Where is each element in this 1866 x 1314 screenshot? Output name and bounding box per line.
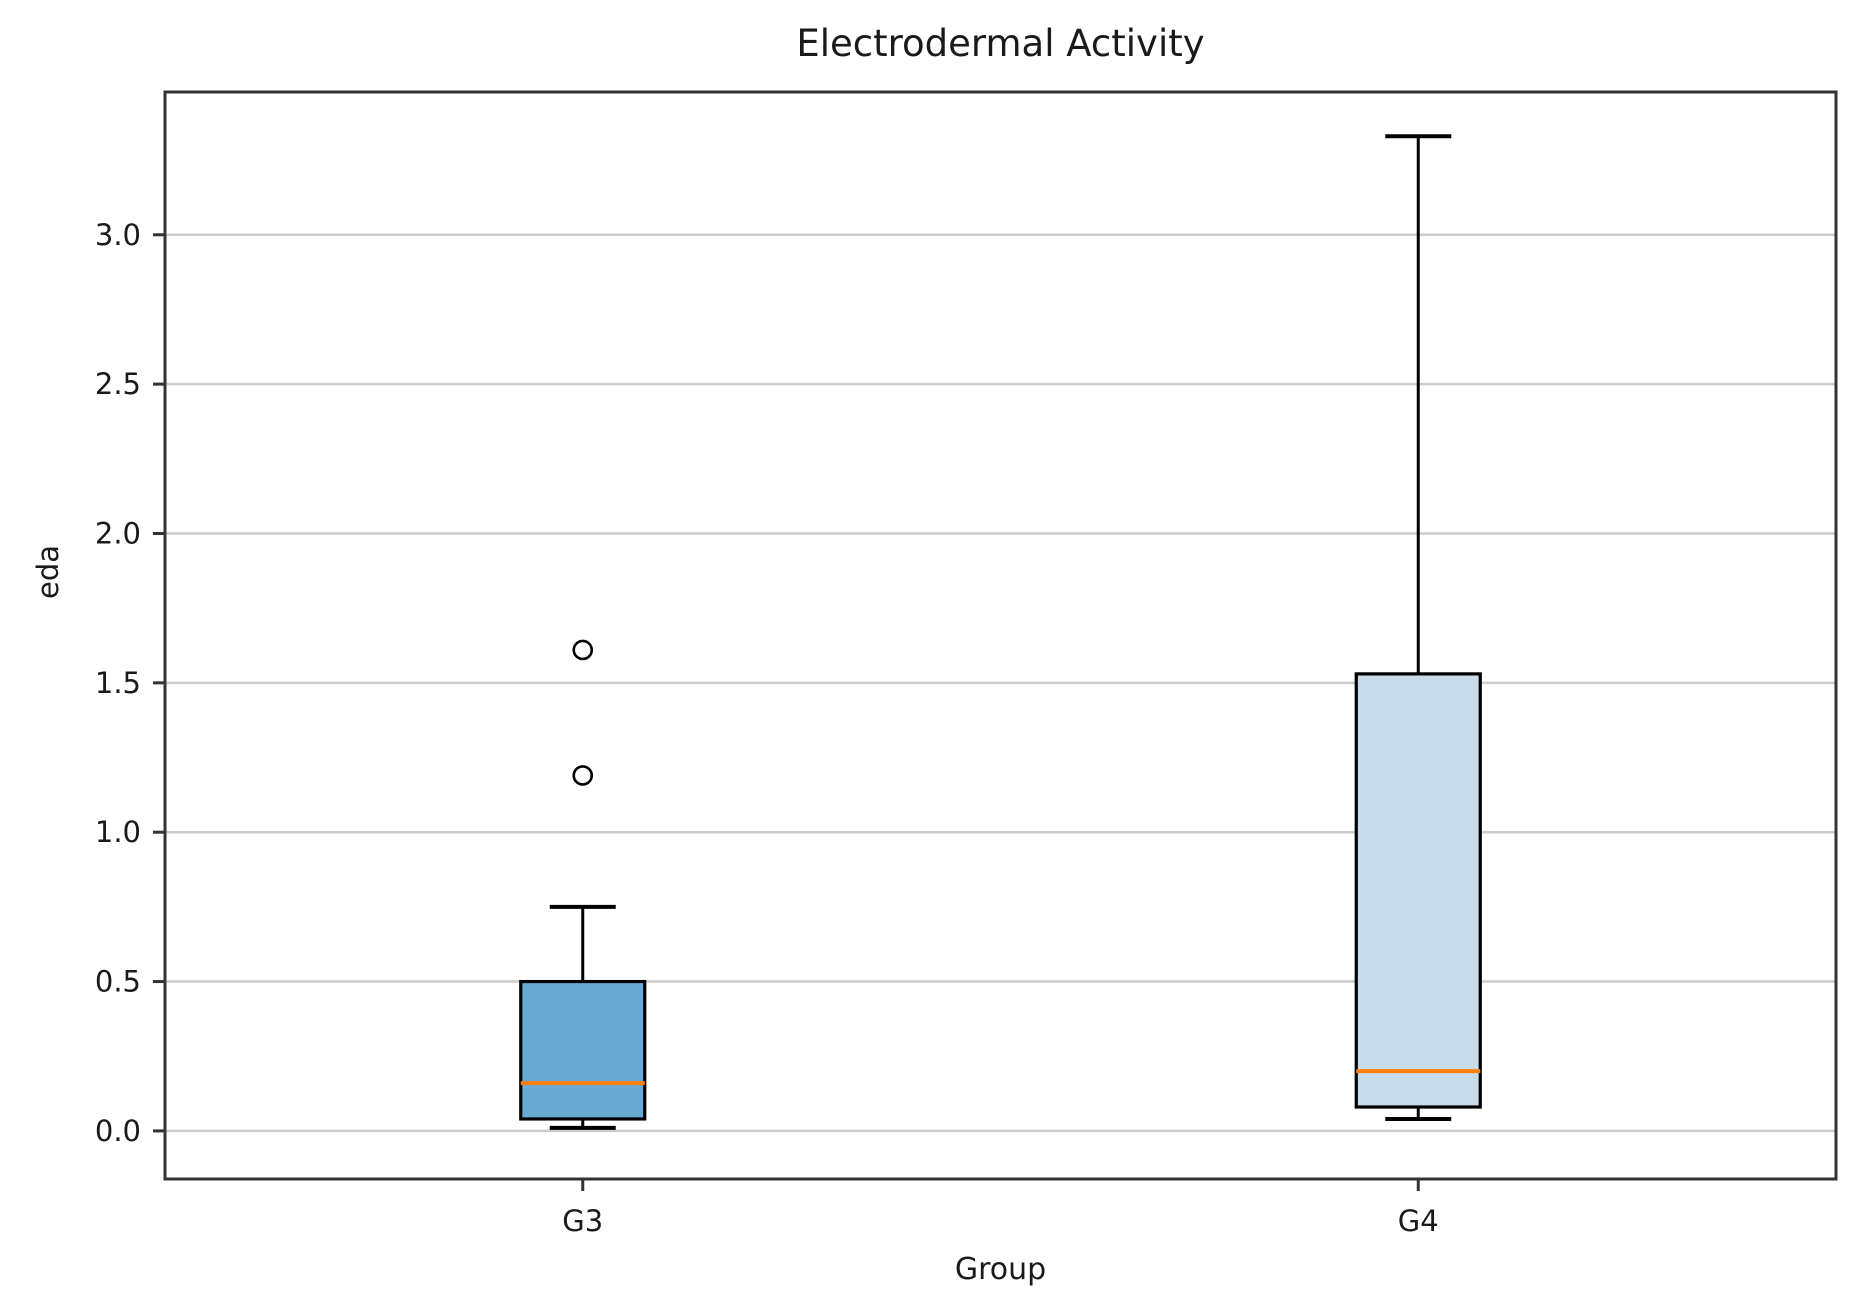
x-tick-label: G3 bbox=[562, 1204, 603, 1238]
y-tick-label: 0.0 bbox=[95, 1114, 141, 1148]
x-tick-label: G4 bbox=[1398, 1204, 1439, 1238]
y-tick-label: 1.5 bbox=[95, 666, 141, 700]
y-tick-label: 2.0 bbox=[95, 516, 141, 550]
y-tick-label: 0.5 bbox=[95, 965, 141, 999]
y-tick-label: 1.0 bbox=[95, 815, 141, 849]
chart-title: Electrodermal Activity bbox=[796, 22, 1205, 65]
box-G3 bbox=[519, 979, 647, 1121]
y-tick-label: 2.5 bbox=[95, 367, 141, 401]
x-axis-label: Group bbox=[954, 1252, 1047, 1287]
box-G4 bbox=[1354, 672, 1482, 1109]
outlier-point bbox=[572, 639, 594, 661]
y-tick-label: 3.0 bbox=[95, 218, 141, 252]
y-axis-label: eda bbox=[31, 544, 65, 600]
plot-border bbox=[163, 90, 1838, 1181]
outlier-point bbox=[572, 765, 594, 786]
